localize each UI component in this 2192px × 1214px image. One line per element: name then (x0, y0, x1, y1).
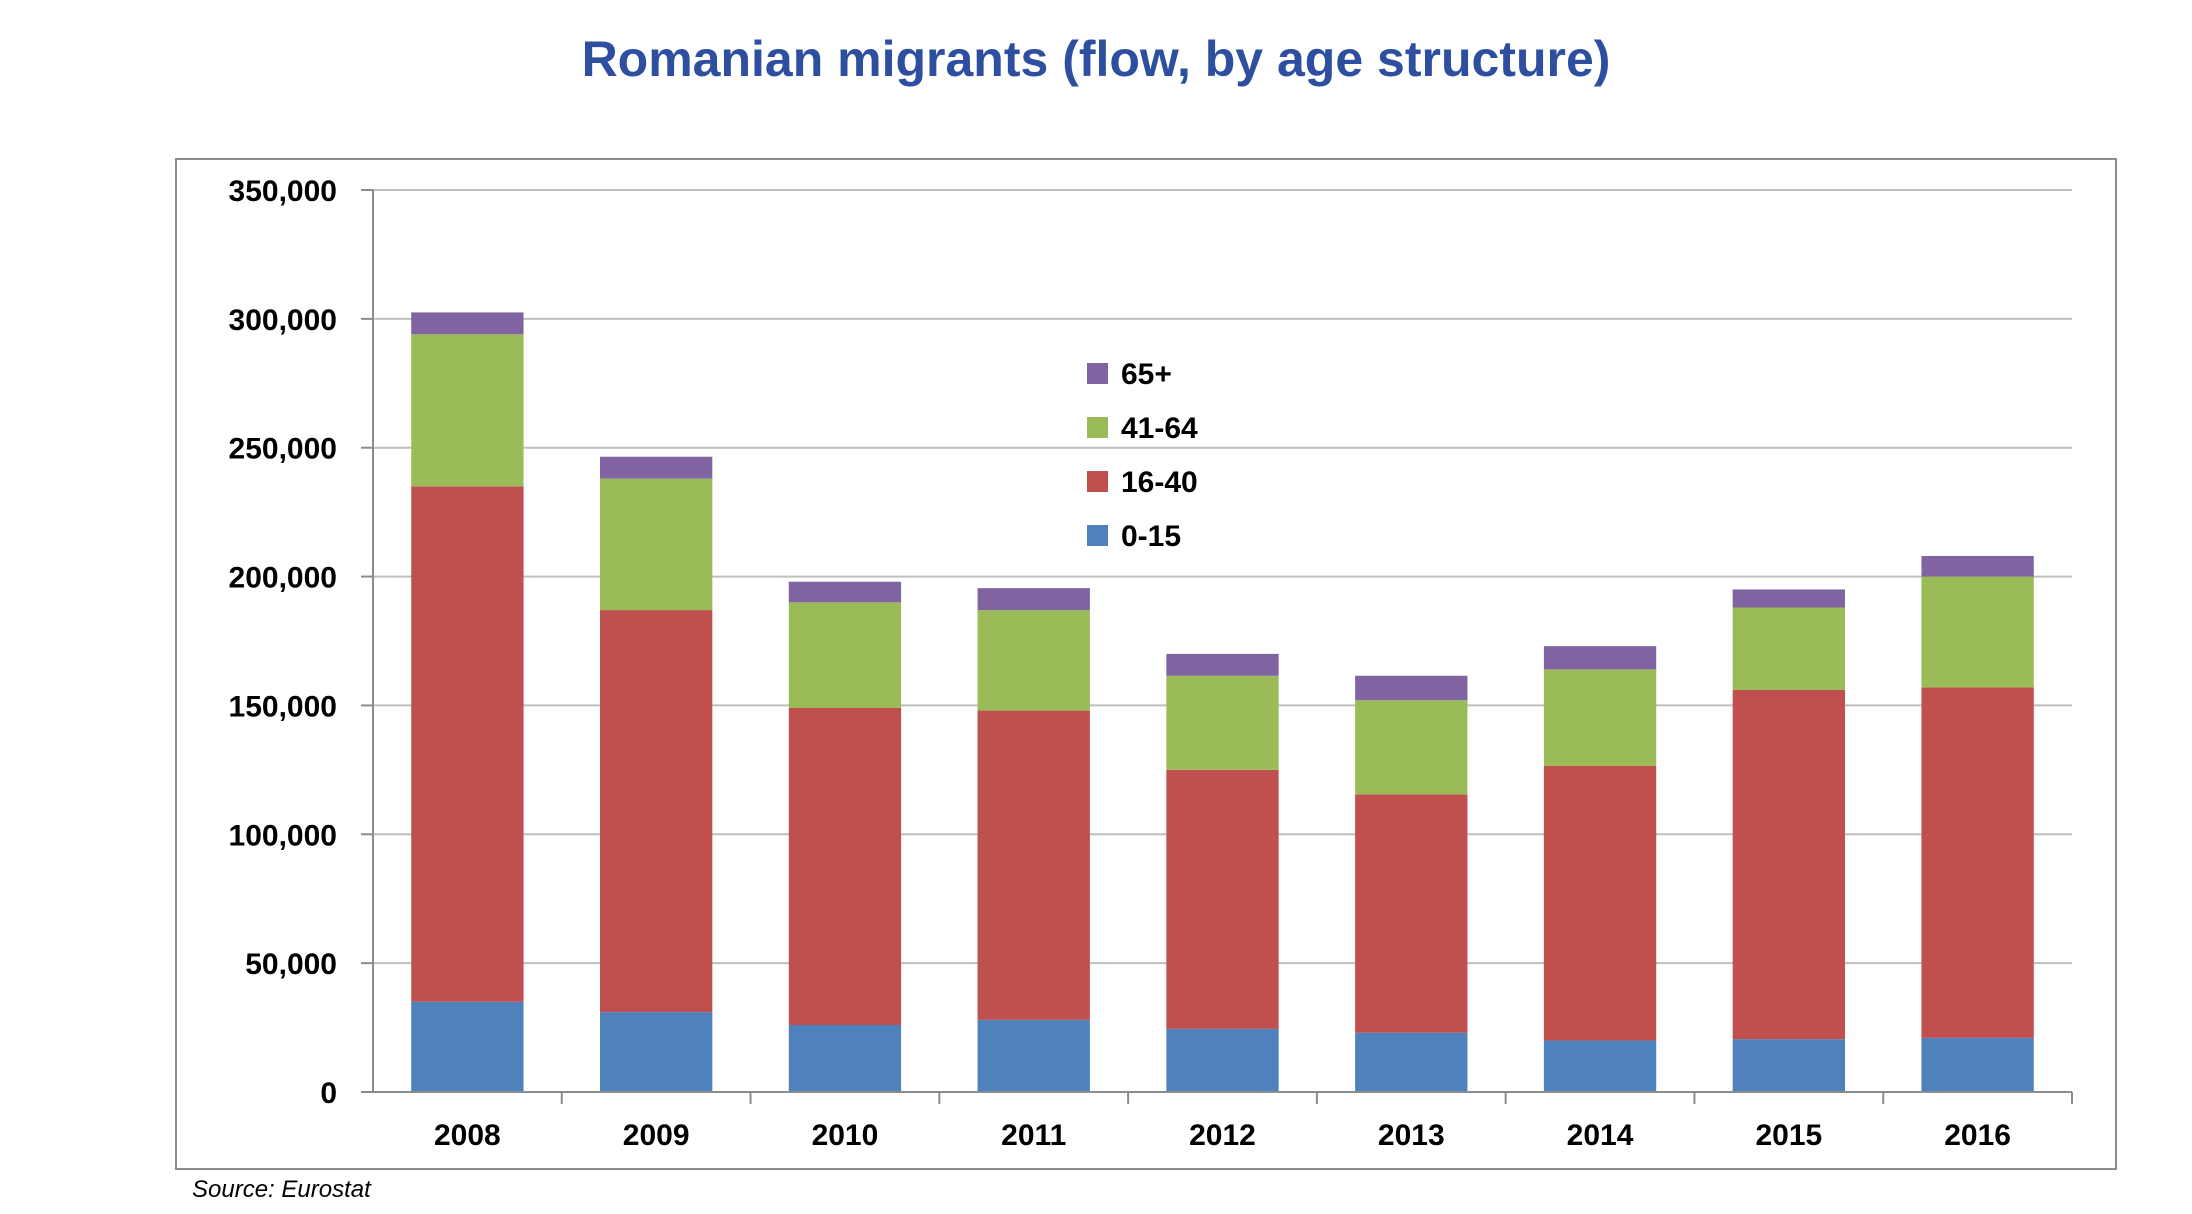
axis-layer: 0 50,000 100,000 150,000 200,000 250,000 300,0… (229, 175, 2073, 1152)
legend-swatch-16-40 (1087, 471, 1108, 492)
bar-segment-65+ (1543, 646, 1657, 670)
bar-segment-65+ (1166, 653, 1279, 676)
x-tick-label: 2012 (1189, 1119, 1256, 1152)
bar-segment-0-15 (411, 1001, 524, 1092)
y-tick-label: 100,000 (229, 819, 337, 852)
bar-segment-41-64 (600, 478, 713, 611)
y-tick-label: 250,000 (229, 433, 337, 466)
bar-segment-65+ (411, 312, 524, 335)
bar-segment-0-15 (1166, 1028, 1279, 1092)
bar-segment-16-40 (788, 708, 902, 1025)
bar-segment-0-15 (788, 1024, 902, 1092)
legend-label-16-40: 16-40 (1121, 466, 1198, 499)
y-tick-label: 300,000 (229, 304, 337, 337)
bar-segment-16-40 (1355, 794, 1468, 1033)
bar-segment-41-64 (1732, 607, 1845, 690)
bar-segment-41-64 (1543, 669, 1657, 766)
y-tick-label: 0 (320, 1077, 337, 1110)
bar-segment-41-64 (1355, 700, 1468, 795)
legend-label-41-64: 41-64 (1121, 412, 1198, 445)
x-tick-label: 2016 (1944, 1119, 2011, 1152)
bar-segment-0-15 (600, 1012, 713, 1092)
bar-segment-65+ (1355, 675, 1468, 701)
x-tick-label: 2010 (812, 1119, 879, 1152)
bar-segment-65+ (1732, 589, 1845, 608)
y-tick-label: 200,000 (229, 562, 337, 595)
legend-label-65+: 65+ (1121, 358, 1172, 391)
bar-segment-65+ (600, 456, 713, 479)
chart-title: Romanian migrants (flow, by age structur… (581, 31, 1611, 87)
bar-segment-16-40 (600, 610, 713, 1013)
bar-segment-41-64 (788, 602, 902, 709)
bar-segment-41-64 (1921, 576, 2034, 688)
bar-segment-0-15 (1921, 1037, 2034, 1092)
legend-swatch-0-15 (1087, 525, 1108, 546)
y-tick-label: 150,000 (229, 690, 337, 723)
bar-segment-41-64 (411, 334, 524, 487)
bar-segment-0-15 (977, 1019, 1090, 1092)
legend: 65+ 41-64 16-40 0-15 (1087, 358, 1198, 553)
y-tick-label: 50,000 (245, 948, 337, 981)
x-tick-label: 2009 (623, 1119, 690, 1152)
x-tick-label: 2013 (1378, 1119, 1445, 1152)
x-tick-label: 2011 (1001, 1119, 1066, 1152)
bar-segment-65+ (1921, 555, 2034, 577)
bar-segment-16-40 (1166, 769, 1279, 1029)
legend-label-0-15: 0-15 (1121, 520, 1181, 553)
x-tick-label: 2014 (1567, 1119, 1634, 1152)
x-tick-label: 2015 (1755, 1119, 1822, 1152)
bar-segment-41-64 (1166, 675, 1279, 770)
bar-segment-0-15 (1355, 1032, 1468, 1092)
bar-segment-65+ (977, 588, 1090, 611)
bars-layer (411, 312, 2034, 1092)
bar-segment-16-40 (411, 486, 524, 1002)
bar-segment-0-15 (1732, 1039, 1845, 1092)
source-note: Source: Eurostat (192, 1176, 371, 1203)
bar-segment-16-40 (1543, 765, 1657, 1041)
x-tick-label: 2008 (434, 1119, 501, 1152)
bar-segment-16-40 (1921, 687, 2034, 1038)
legend-swatch-41-64 (1087, 417, 1108, 438)
bar-segment-16-40 (1732, 689, 1845, 1040)
bar-segment-0-15 (1543, 1040, 1657, 1092)
bar-segment-41-64 (977, 610, 1090, 711)
bar-segment-16-40 (977, 710, 1090, 1020)
legend-swatch-65+ (1087, 363, 1108, 384)
y-tick-label: 350,000 (229, 175, 337, 208)
bar-segment-65+ (788, 581, 902, 603)
